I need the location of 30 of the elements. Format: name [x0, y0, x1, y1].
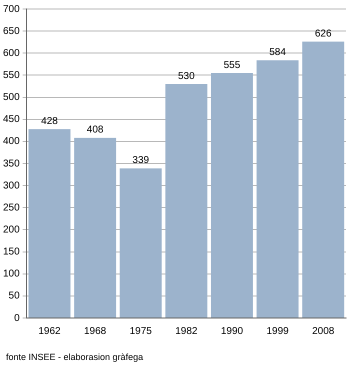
y-tick-label: 500 [2, 92, 20, 104]
data-label: 408 [86, 124, 104, 136]
x-tick-label: 1962 [38, 326, 62, 337]
x-tick-label: 1990 [220, 326, 244, 337]
source-note: fonte INSEE - elaborasion gràfega [5, 352, 144, 362]
data-label: 626 [314, 28, 332, 40]
y-tick-label: 150 [2, 246, 20, 258]
y-tick-label: 550 [2, 70, 20, 81]
y-tick-label: 0 [14, 312, 20, 324]
data-label: 584 [269, 46, 286, 58]
data-label: 555 [224, 60, 241, 71]
data-label: 339 [132, 155, 150, 166]
x-tick-label: 1975 [130, 326, 152, 337]
data-label: 530 [178, 70, 196, 82]
x-tick-label: 1982 [175, 326, 198, 337]
y-tick-label: 350 [2, 158, 20, 170]
y-tick-label: 700 [2, 4, 20, 15]
y-tick-label: 650 [2, 26, 20, 37]
x-tick-label: 1968 [84, 326, 107, 337]
y-tick-label: 400 [2, 136, 20, 148]
x-tick-label: 2008 [312, 326, 335, 337]
y-tick-label: 450 [2, 114, 20, 126]
y-tick-label: 200 [2, 224, 20, 236]
y-tick-label: 250 [2, 202, 20, 214]
y-tick-label: 300 [2, 180, 20, 192]
x-tick-label: 1999 [266, 326, 290, 337]
y-tick-label: 100 [2, 268, 20, 280]
data-label: 428 [41, 116, 58, 127]
y-tick-label: 600 [2, 48, 20, 59]
y-tick-label: 50 [8, 290, 20, 302]
